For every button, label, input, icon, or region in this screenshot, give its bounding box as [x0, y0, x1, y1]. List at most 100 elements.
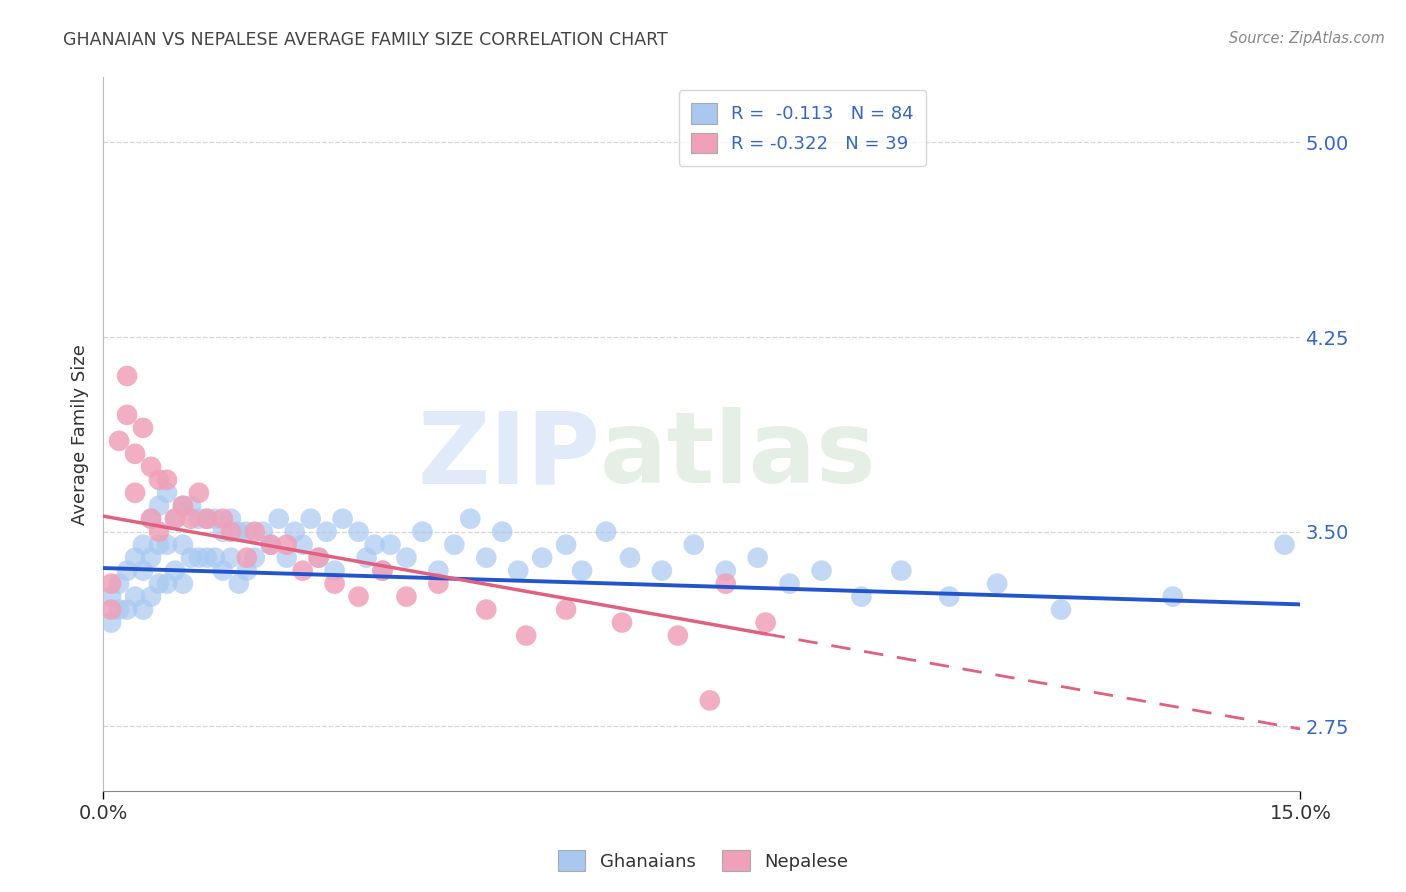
Point	[714, 564, 737, 578]
Point	[651, 564, 673, 578]
Point	[1050, 602, 1073, 616]
Legend: R =  -0.113   N = 84, R = -0.322   N = 39: R = -0.113 N = 84, R = -0.322 N = 39	[679, 90, 927, 166]
Point	[260, 538, 283, 552]
Point	[180, 512, 202, 526]
Point	[115, 368, 138, 383]
Point	[395, 550, 418, 565]
Point	[323, 576, 346, 591]
Point	[243, 524, 266, 539]
Point	[595, 524, 617, 539]
Point	[236, 550, 259, 565]
Point	[100, 576, 122, 591]
Point	[347, 524, 370, 539]
Point	[276, 538, 298, 552]
Point	[172, 499, 194, 513]
Point	[219, 524, 242, 539]
Point	[260, 538, 283, 552]
Point	[427, 576, 450, 591]
Point	[108, 434, 131, 448]
Text: atlas: atlas	[600, 408, 877, 504]
Text: Source: ZipAtlas.com: Source: ZipAtlas.com	[1229, 31, 1385, 46]
Point	[332, 512, 354, 526]
Point	[124, 447, 146, 461]
Point	[356, 550, 378, 565]
Point	[475, 550, 498, 565]
Point	[371, 564, 394, 578]
Point	[890, 564, 912, 578]
Point	[172, 538, 194, 552]
Point	[187, 550, 209, 565]
Point	[427, 564, 450, 578]
Point	[363, 538, 385, 552]
Point	[323, 564, 346, 578]
Point	[395, 590, 418, 604]
Point	[475, 602, 498, 616]
Point	[347, 590, 370, 604]
Point	[308, 550, 330, 565]
Text: GHANAIAN VS NEPALESE AVERAGE FAMILY SIZE CORRELATION CHART: GHANAIAN VS NEPALESE AVERAGE FAMILY SIZE…	[63, 31, 668, 49]
Point	[571, 564, 593, 578]
Point	[163, 564, 186, 578]
Point	[156, 473, 179, 487]
Point	[252, 524, 274, 539]
Point	[267, 512, 290, 526]
Point	[291, 564, 314, 578]
Point	[714, 576, 737, 591]
Point	[124, 590, 146, 604]
Point	[236, 564, 259, 578]
Point	[195, 550, 218, 565]
Point	[148, 524, 170, 539]
Point	[139, 459, 162, 474]
Point	[531, 550, 554, 565]
Point	[195, 512, 218, 526]
Point	[243, 550, 266, 565]
Point	[682, 538, 704, 552]
Point	[100, 615, 122, 630]
Point	[219, 512, 242, 526]
Point	[219, 550, 242, 565]
Point	[291, 538, 314, 552]
Point	[124, 550, 146, 565]
Point	[508, 564, 530, 578]
Point	[299, 512, 322, 526]
Point	[163, 512, 186, 526]
Point	[108, 576, 131, 591]
Point	[284, 524, 307, 539]
Point	[139, 512, 162, 526]
Point	[443, 538, 465, 552]
Point	[148, 499, 170, 513]
Point	[115, 408, 138, 422]
Point	[276, 550, 298, 565]
Point	[212, 524, 235, 539]
Point	[139, 590, 162, 604]
Point	[204, 512, 226, 526]
Point	[515, 628, 537, 642]
Point	[172, 499, 194, 513]
Point	[163, 512, 186, 526]
Point	[938, 590, 960, 604]
Point	[187, 485, 209, 500]
Point	[619, 550, 641, 565]
Point	[139, 512, 162, 526]
Point	[148, 576, 170, 591]
Point	[156, 576, 179, 591]
Point	[747, 550, 769, 565]
Point	[139, 550, 162, 565]
Point	[851, 590, 873, 604]
Point	[132, 602, 155, 616]
Point	[132, 538, 155, 552]
Point	[100, 590, 122, 604]
Point	[810, 564, 832, 578]
Point	[1274, 538, 1296, 552]
Point	[371, 564, 394, 578]
Point	[666, 628, 689, 642]
Point	[204, 550, 226, 565]
Point	[315, 524, 337, 539]
Point	[986, 576, 1008, 591]
Point	[380, 538, 402, 552]
Point	[180, 550, 202, 565]
Point	[308, 550, 330, 565]
Point	[115, 602, 138, 616]
Point	[1161, 590, 1184, 604]
Point	[779, 576, 801, 591]
